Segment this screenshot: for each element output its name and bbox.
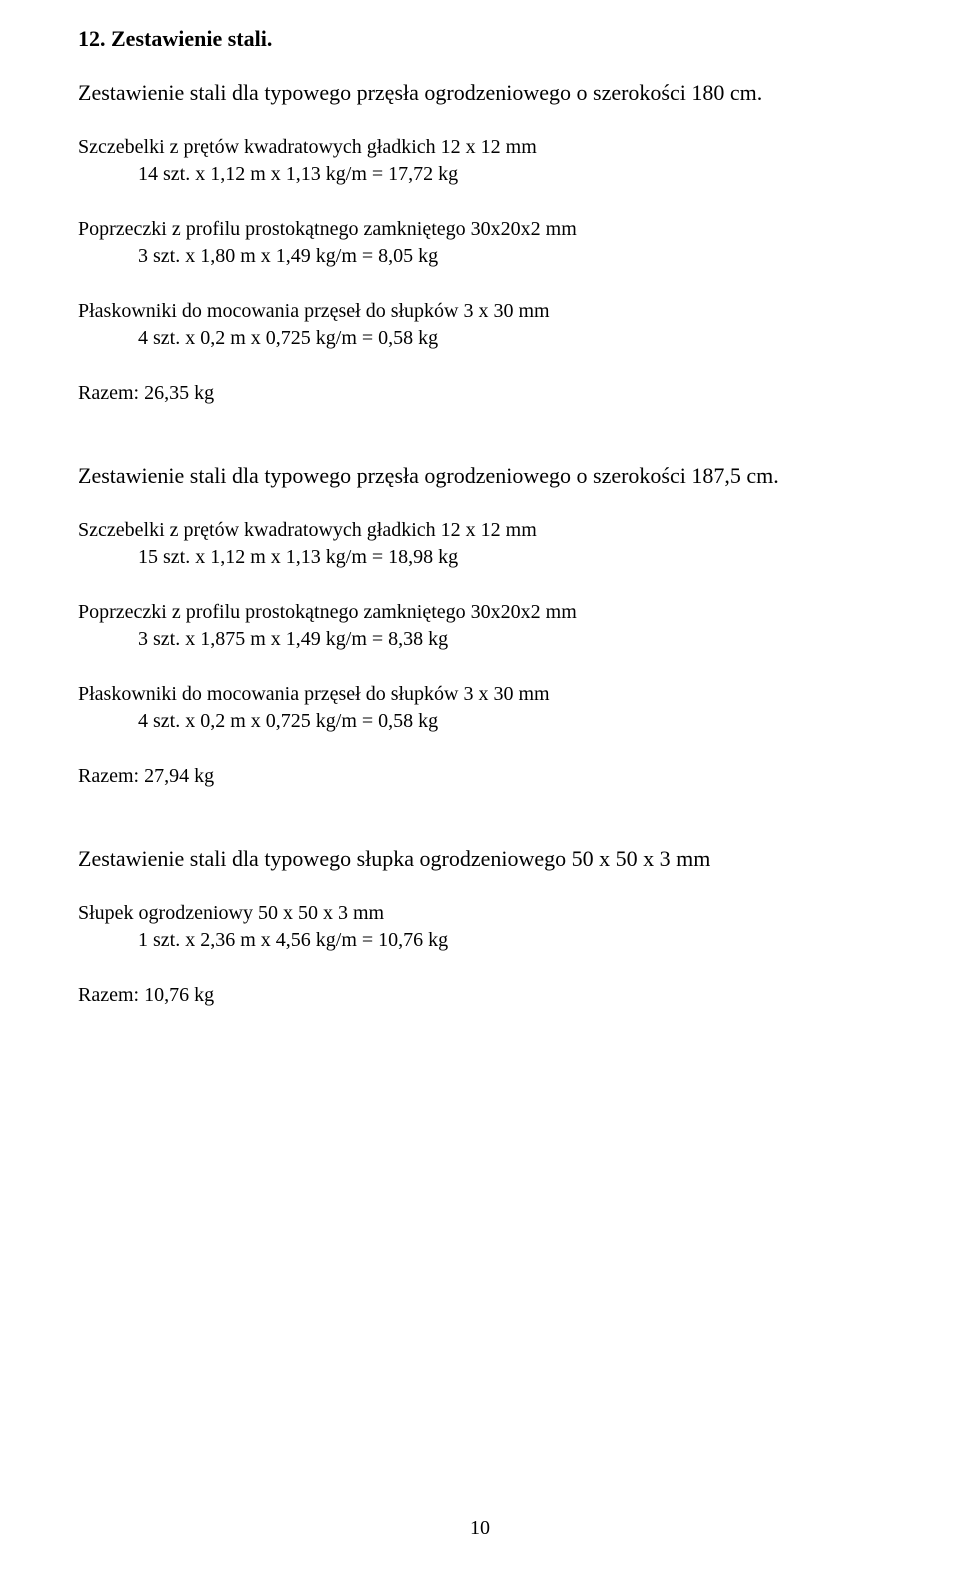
section3-heading: Zestawienie stali dla typowego słupka og… [78,846,882,872]
page-number: 10 [0,1517,960,1540]
section1-poprzeczki: Poprzeczki z profilu prostokątnego zamkn… [78,216,882,270]
section3-slupek-label: Słupek ogrodzeniowy 50 x 50 x 3 mm [78,900,882,927]
section1-poprzeczki-label: Poprzeczki z profilu prostokątnego zamkn… [78,216,882,243]
section1-plaskowniki-label: Płaskowniki do mocowania przęseł do słup… [78,298,882,325]
section1-szczebelki: Szczebelki z prętów kwadratowych gładkic… [78,134,882,188]
section2-poprzeczki-label: Poprzeczki z profilu prostokątnego zamkn… [78,599,882,626]
section2-szczebelki-calc: 15 szt. x 1,12 m x 1,13 kg/m = 18,98 kg [78,544,882,571]
section2-szczebelki-label: Szczebelki z prętów kwadratowych gładkic… [78,517,882,544]
section2-plaskowniki-label: Płaskowniki do mocowania przęseł do słup… [78,681,882,708]
section2-heading: Zestawienie stali dla typowego przęsła o… [78,463,882,489]
page-title: 12. Zestawienie stali. [78,26,882,52]
section1-poprzeczki-calc: 3 szt. x 1,80 m x 1,49 kg/m = 8,05 kg [78,243,882,270]
section1-razem: Razem: 26,35 kg [78,380,882,407]
section1-plaskowniki: Płaskowniki do mocowania przęseł do słup… [78,298,882,352]
section2-szczebelki: Szczebelki z prętów kwadratowych gładkic… [78,517,882,571]
section1-szczebelki-calc: 14 szt. x 1,12 m x 1,13 kg/m = 17,72 kg [78,161,882,188]
section1-szczebelki-label: Szczebelki z prętów kwadratowych gładkic… [78,134,882,161]
section2-plaskowniki-calc: 4 szt. x 0,2 m x 0,725 kg/m = 0,58 kg [78,708,882,735]
section2-razem: Razem: 27,94 kg [78,763,882,790]
section2-poprzeczki: Poprzeczki z profilu prostokątnego zamkn… [78,599,882,653]
section3-slupek-calc: 1 szt. x 2,36 m x 4,56 kg/m = 10,76 kg [78,927,882,954]
section1-plaskowniki-calc: 4 szt. x 0,2 m x 0,725 kg/m = 0,58 kg [78,325,882,352]
section1-heading: Zestawienie stali dla typowego przęsła o… [78,80,882,106]
section3-razem: Razem: 10,76 kg [78,982,882,1009]
section3-slupek: Słupek ogrodzeniowy 50 x 50 x 3 mm 1 szt… [78,900,882,954]
section2-plaskowniki: Płaskowniki do mocowania przęseł do słup… [78,681,882,735]
section2-poprzeczki-calc: 3 szt. x 1,875 m x 1,49 kg/m = 8,38 kg [78,626,882,653]
